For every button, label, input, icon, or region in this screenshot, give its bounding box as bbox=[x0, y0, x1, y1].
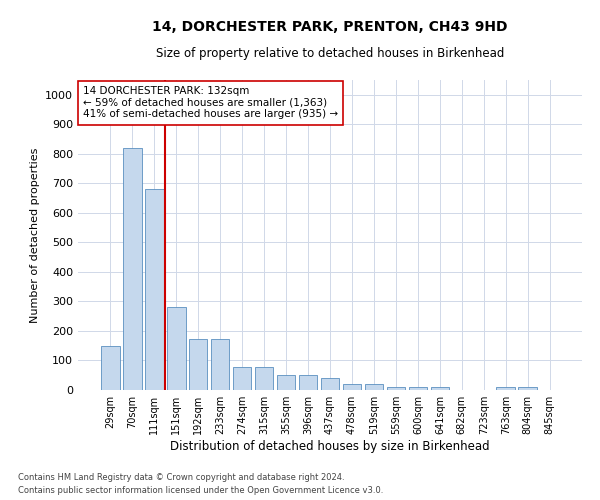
Bar bbox=[386, 387, 405, 390]
Text: Contains HM Land Registry data © Crown copyright and database right 2024.: Contains HM Land Registry data © Crown c… bbox=[18, 474, 344, 482]
Bar bbox=[211, 339, 229, 390]
Bar bbox=[496, 387, 515, 390]
Text: Contains public sector information licensed under the Open Government Licence v3: Contains public sector information licen… bbox=[18, 486, 383, 495]
Text: 14 DORCHESTER PARK: 132sqm
← 59% of detached houses are smaller (1,363)
41% of s: 14 DORCHESTER PARK: 132sqm ← 59% of deta… bbox=[83, 86, 338, 120]
Bar bbox=[299, 375, 317, 390]
X-axis label: Distribution of detached houses by size in Birkenhead: Distribution of detached houses by size … bbox=[170, 440, 490, 453]
Bar bbox=[123, 148, 142, 390]
Bar bbox=[145, 189, 164, 390]
Bar bbox=[101, 346, 119, 390]
Bar bbox=[431, 387, 449, 390]
Bar bbox=[365, 384, 383, 390]
Text: 14, DORCHESTER PARK, PRENTON, CH43 9HD: 14, DORCHESTER PARK, PRENTON, CH43 9HD bbox=[152, 20, 508, 34]
Bar bbox=[277, 375, 295, 390]
Bar bbox=[518, 387, 537, 390]
Bar bbox=[189, 339, 208, 390]
Bar bbox=[233, 367, 251, 390]
Bar bbox=[255, 367, 274, 390]
Bar bbox=[320, 378, 340, 390]
Bar bbox=[167, 306, 185, 390]
Bar bbox=[409, 387, 427, 390]
Y-axis label: Number of detached properties: Number of detached properties bbox=[29, 148, 40, 322]
Text: Size of property relative to detached houses in Birkenhead: Size of property relative to detached ho… bbox=[156, 48, 504, 60]
Bar bbox=[343, 384, 361, 390]
